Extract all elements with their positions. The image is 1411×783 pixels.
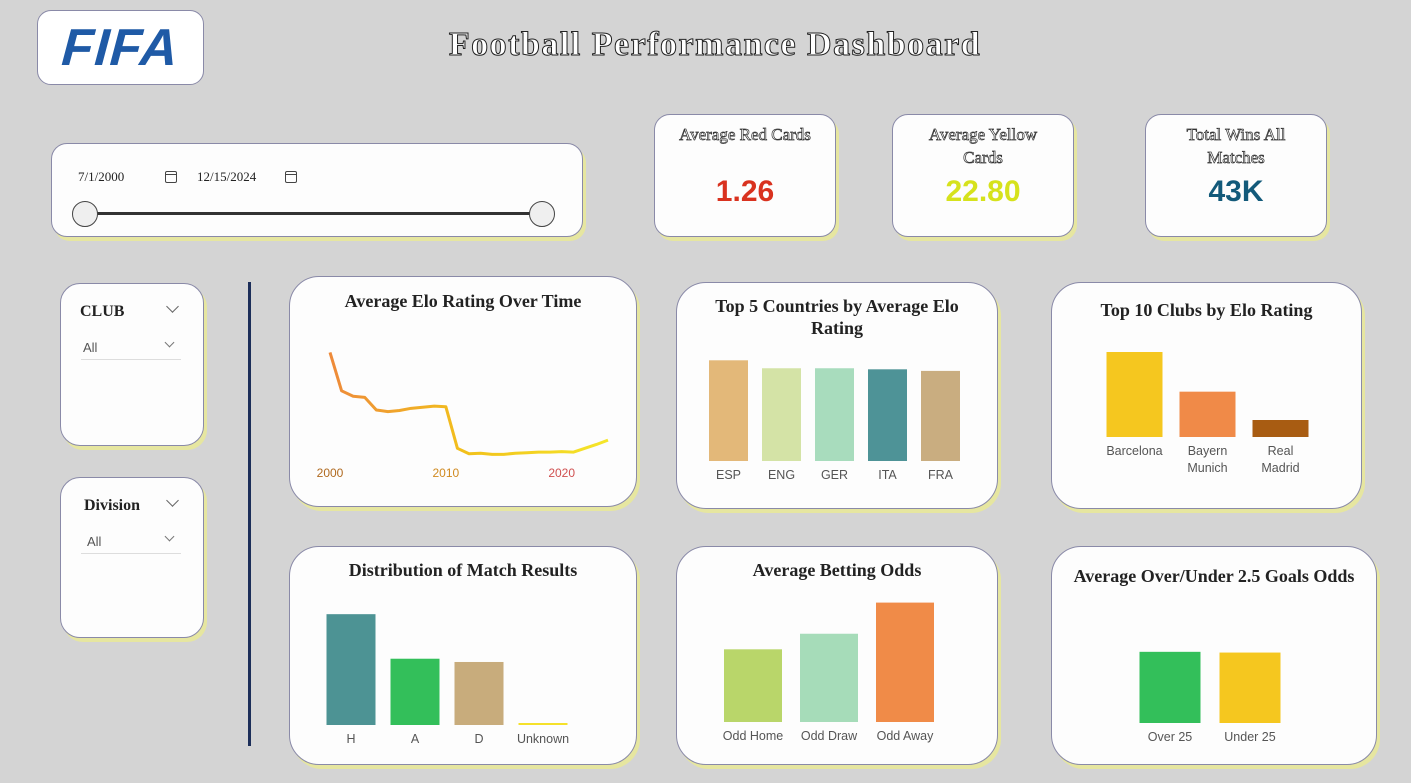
line-chart: 2000 2010 2020 bbox=[317, 352, 609, 480]
divider bbox=[81, 359, 181, 360]
bar-a bbox=[390, 658, 440, 725]
date-slider-start-handle[interactable] bbox=[72, 201, 98, 227]
kpi-card-total-wins: Total Wins All Matches 43K bbox=[1145, 114, 1327, 237]
x-tick-label: GER bbox=[821, 468, 848, 482]
chart-card-match-results: Distribution of Match Results H A D Unknown bbox=[289, 546, 637, 765]
chevron-down-icon[interactable] bbox=[164, 337, 175, 348]
x-tick-label: Bayern bbox=[1188, 444, 1228, 458]
chart-title: Distribution of Match Results bbox=[348, 560, 578, 580]
bar-odd-away bbox=[876, 602, 934, 722]
kpi-label: Total Wins All Matches bbox=[1186, 125, 1286, 168]
division-dropdown-value[interactable]: All bbox=[87, 534, 102, 549]
bar-real-madrid bbox=[1252, 420, 1309, 437]
kpi-value: 22.80 bbox=[945, 175, 1021, 208]
x-tick-label: Madrid bbox=[1261, 461, 1299, 475]
chart-title: Average Elo Rating Over Time bbox=[344, 291, 582, 311]
x-tick-label: D bbox=[474, 732, 483, 746]
chart-card-top-countries: Top 5 Countries by Average Elo Rating ES… bbox=[676, 282, 998, 509]
slicer-title: CLUB bbox=[80, 303, 125, 320]
bar-under-25 bbox=[1219, 652, 1281, 723]
x-tick-label: 2010 bbox=[432, 466, 459, 480]
x-tick-label: Odd Draw bbox=[801, 729, 858, 743]
x-tick-label: H bbox=[346, 732, 355, 746]
kpi-value: 1.26 bbox=[715, 175, 775, 208]
chart-card-over-under: Average Over/Under 2.5 Goals Odds Over 2… bbox=[1051, 546, 1377, 765]
kpi-value: 43K bbox=[1208, 175, 1264, 208]
slicer-title: Division bbox=[84, 497, 141, 514]
end-date[interactable]: 12/15/2024 bbox=[197, 169, 257, 184]
series-line-elo bbox=[328, 352, 609, 456]
chart-card-betting-odds: Average Betting Odds Odd Home Odd Draw Odd… bbox=[676, 546, 998, 765]
x-tick-label: ESP bbox=[716, 468, 741, 482]
vertical-divider bbox=[248, 282, 251, 746]
calendar-icon[interactable] bbox=[165, 171, 177, 183]
bar-fra bbox=[921, 370, 960, 461]
chart-title: Average Betting Odds bbox=[752, 560, 922, 580]
club-slicer[interactable]: CLUB All bbox=[60, 283, 204, 446]
x-tick-label: ITA bbox=[878, 468, 897, 482]
divider bbox=[81, 553, 181, 554]
chart-title: Average Over/Under 2.5 Goals Odds bbox=[1073, 566, 1355, 586]
bar-eng bbox=[762, 368, 801, 461]
calendar-icon[interactable] bbox=[285, 171, 297, 183]
page-title: Football Performance Dashboard bbox=[448, 26, 982, 64]
bar-odd-home bbox=[724, 649, 782, 722]
chevron-down-icon[interactable] bbox=[166, 494, 179, 507]
x-tick-label: FRA bbox=[928, 468, 954, 482]
x-tick-label: Barcelona bbox=[1106, 444, 1162, 458]
chart-title: Top 5 Countries by Average Elo Rating bbox=[715, 296, 959, 338]
bar-chart: Barcelona Bayern Munich Real Madrid bbox=[1106, 352, 1309, 475]
bar-barcelona bbox=[1106, 352, 1163, 437]
date-slider-track[interactable] bbox=[85, 212, 542, 215]
kpi-label: Average Yellow Cards bbox=[928, 125, 1038, 168]
chart-card-elo-over-time: Average Elo Rating Over Time 2000 2010 202… bbox=[289, 276, 637, 507]
x-tick-label: Over 25 bbox=[1148, 730, 1193, 744]
bar-esp bbox=[709, 360, 748, 461]
bar-bayern-munich bbox=[1179, 391, 1236, 437]
date-range-slicer[interactable]: 7/1/2000 12/15/2024 bbox=[51, 143, 583, 237]
x-tick-label: Munich bbox=[1187, 461, 1227, 475]
chevron-down-icon[interactable] bbox=[166, 300, 179, 313]
bar-over-25 bbox=[1139, 651, 1201, 723]
kpi-card-red-cards: Average Red Cards 1.26 bbox=[654, 114, 836, 237]
x-tick-label: A bbox=[411, 732, 420, 746]
bar-chart: Over 25 Under 25 bbox=[1139, 651, 1281, 744]
x-tick-label: ENG bbox=[768, 468, 795, 482]
logo-text: FIFA bbox=[60, 18, 181, 77]
division-slicer[interactable]: Division All bbox=[60, 477, 204, 638]
club-dropdown-value[interactable]: All bbox=[83, 340, 98, 355]
x-tick-label: Under 25 bbox=[1224, 730, 1275, 744]
chevron-down-icon[interactable] bbox=[164, 531, 175, 542]
bar-h bbox=[326, 614, 376, 725]
date-slider-end-handle[interactable] bbox=[529, 201, 555, 227]
kpi-label: Average Red Cards bbox=[679, 125, 812, 145]
x-tick-label: 2000 bbox=[317, 466, 344, 480]
x-tick-label: Unknown bbox=[517, 732, 569, 746]
x-tick-label: Odd Home bbox=[723, 729, 783, 743]
chart-title: Top 10 Clubs by Elo Rating bbox=[1100, 300, 1313, 320]
bar-unknown bbox=[518, 723, 568, 725]
fifa-logo: FIFA bbox=[37, 10, 204, 85]
x-tick-label: 2020 bbox=[548, 466, 575, 480]
start-date[interactable]: 7/1/2000 bbox=[78, 169, 125, 184]
kpi-card-yellow-cards: Average Yellow Cards 22.80 bbox=[892, 114, 1074, 237]
bar-ger bbox=[815, 368, 854, 461]
x-tick-label: Odd Away bbox=[877, 729, 935, 743]
bar-chart: Odd Home Odd Draw Odd Away bbox=[723, 602, 935, 743]
bar-chart: ESP ENG GER ITA FRA bbox=[709, 360, 960, 482]
bar-odd-draw bbox=[800, 633, 858, 722]
x-tick-label: Real bbox=[1268, 444, 1294, 458]
bar-d bbox=[454, 661, 504, 725]
chart-card-top-clubs: Top 10 Clubs by Elo Rating Barcelona Baye… bbox=[1051, 282, 1362, 509]
bar-chart: H A D Unknown bbox=[326, 614, 569, 746]
bar-ita bbox=[868, 369, 907, 461]
